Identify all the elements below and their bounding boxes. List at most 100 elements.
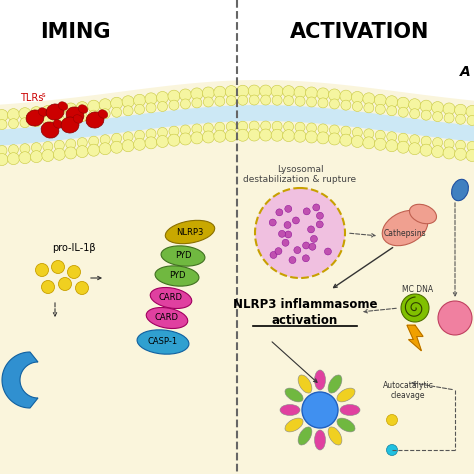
Text: PYD: PYD [169, 272, 185, 281]
Ellipse shape [135, 104, 145, 114]
Ellipse shape [420, 100, 432, 112]
Ellipse shape [122, 140, 134, 152]
Ellipse shape [181, 125, 191, 135]
Text: s: s [42, 92, 46, 98]
Ellipse shape [89, 110, 99, 120]
Ellipse shape [77, 111, 87, 122]
Ellipse shape [275, 247, 282, 255]
Ellipse shape [203, 97, 213, 107]
Ellipse shape [276, 209, 283, 216]
Ellipse shape [315, 430, 326, 450]
Ellipse shape [248, 85, 260, 97]
Ellipse shape [363, 93, 375, 105]
Ellipse shape [30, 151, 42, 163]
Ellipse shape [146, 129, 156, 139]
Ellipse shape [169, 126, 179, 136]
Ellipse shape [20, 144, 30, 154]
Ellipse shape [202, 131, 214, 143]
Ellipse shape [55, 140, 64, 150]
Ellipse shape [0, 146, 7, 155]
Ellipse shape [122, 96, 134, 108]
Ellipse shape [283, 122, 293, 132]
Ellipse shape [340, 404, 360, 416]
Ellipse shape [340, 90, 352, 102]
Ellipse shape [191, 132, 203, 144]
Text: CARD: CARD [159, 293, 183, 302]
Text: destabilization & rupture: destabilization & rupture [244, 175, 356, 184]
Ellipse shape [455, 148, 466, 160]
Ellipse shape [89, 136, 99, 146]
Ellipse shape [137, 330, 189, 354]
Ellipse shape [363, 137, 375, 149]
Ellipse shape [30, 107, 42, 118]
Ellipse shape [203, 123, 213, 133]
Ellipse shape [260, 129, 272, 141]
Text: cleavage: cleavage [391, 391, 425, 400]
Ellipse shape [180, 89, 191, 101]
Ellipse shape [112, 133, 122, 143]
Circle shape [401, 294, 429, 322]
Ellipse shape [317, 132, 329, 144]
Ellipse shape [46, 104, 64, 120]
Ellipse shape [289, 256, 296, 264]
Ellipse shape [146, 308, 188, 328]
Ellipse shape [279, 230, 285, 237]
Ellipse shape [444, 113, 454, 123]
Ellipse shape [110, 97, 123, 109]
Ellipse shape [19, 152, 31, 164]
Ellipse shape [100, 135, 110, 145]
Ellipse shape [20, 118, 30, 128]
Ellipse shape [282, 239, 289, 246]
Ellipse shape [452, 179, 468, 201]
Text: NLRP3: NLRP3 [176, 228, 204, 237]
Ellipse shape [341, 100, 351, 110]
Ellipse shape [214, 130, 226, 142]
Ellipse shape [169, 100, 179, 110]
Text: Autocatalytic: Autocatalytic [383, 381, 433, 390]
Ellipse shape [316, 221, 323, 228]
Ellipse shape [26, 110, 44, 126]
Ellipse shape [341, 126, 351, 136]
Ellipse shape [272, 95, 282, 105]
Text: TLRs: TLRs [20, 93, 44, 103]
Ellipse shape [351, 136, 364, 147]
Ellipse shape [271, 129, 283, 141]
Ellipse shape [295, 122, 305, 132]
Ellipse shape [317, 88, 329, 100]
Ellipse shape [226, 122, 236, 132]
Ellipse shape [329, 125, 339, 135]
Ellipse shape [386, 140, 398, 152]
Ellipse shape [340, 134, 352, 146]
Ellipse shape [433, 111, 443, 122]
Ellipse shape [295, 96, 305, 106]
Ellipse shape [202, 87, 214, 99]
Ellipse shape [324, 248, 331, 255]
Text: CASP-1: CASP-1 [148, 337, 178, 346]
Ellipse shape [352, 128, 362, 137]
Ellipse shape [86, 112, 104, 128]
Ellipse shape [65, 147, 77, 159]
Text: activation: activation [272, 313, 338, 327]
Ellipse shape [351, 91, 364, 103]
Ellipse shape [157, 128, 167, 137]
Ellipse shape [8, 153, 19, 164]
Ellipse shape [307, 123, 317, 133]
Ellipse shape [53, 148, 65, 160]
Ellipse shape [225, 86, 237, 98]
Ellipse shape [303, 208, 310, 215]
Ellipse shape [123, 106, 133, 116]
Ellipse shape [100, 109, 110, 118]
Ellipse shape [398, 133, 408, 143]
Ellipse shape [272, 121, 282, 131]
Ellipse shape [181, 99, 191, 109]
Ellipse shape [237, 129, 249, 141]
Ellipse shape [156, 91, 168, 103]
Ellipse shape [467, 116, 474, 126]
Text: CARD: CARD [155, 313, 179, 322]
Ellipse shape [374, 94, 386, 106]
Ellipse shape [298, 427, 312, 445]
Ellipse shape [328, 375, 342, 393]
Ellipse shape [55, 114, 64, 124]
Ellipse shape [226, 96, 236, 106]
Ellipse shape [248, 129, 260, 141]
